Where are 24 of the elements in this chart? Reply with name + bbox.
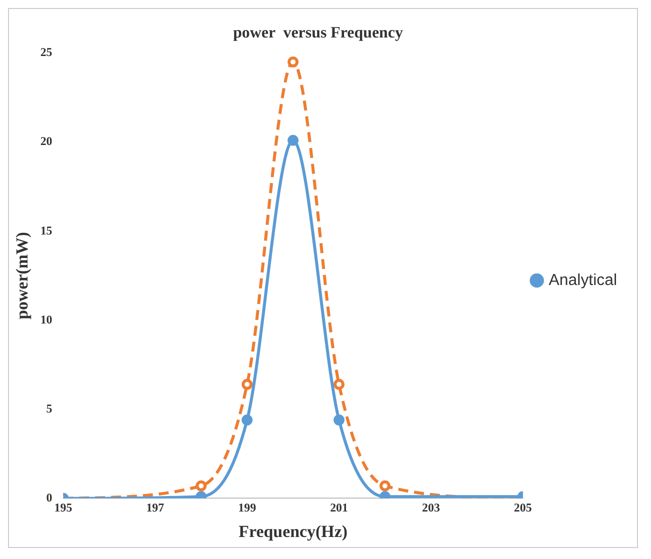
point xyxy=(196,480,207,492)
y-axis-title: power(mW) xyxy=(12,232,32,320)
y-tick-label: 15 xyxy=(40,223,52,238)
y-tick-label: 5 xyxy=(46,401,52,416)
x-tick-label: 197 xyxy=(146,500,164,515)
point xyxy=(242,378,253,390)
x-tick-label: 203 xyxy=(422,500,440,515)
legend-label: Analytical xyxy=(548,272,618,289)
y-tick-label: 25 xyxy=(40,45,52,60)
y-tick-label: 20 xyxy=(40,134,52,148)
x-tick-label: 195 xyxy=(54,500,72,515)
point xyxy=(242,414,253,426)
point xyxy=(380,480,390,492)
point xyxy=(288,134,299,146)
point xyxy=(334,378,345,390)
x-tick-label: 205 xyxy=(514,500,532,515)
chart-title: power versus Frequency xyxy=(233,24,403,42)
point xyxy=(288,56,299,68)
point xyxy=(334,414,345,426)
x-tick-label: 201 xyxy=(330,500,348,515)
x-axis-title: Frequency(Hz) xyxy=(238,522,348,542)
y-tick-label: 0 xyxy=(46,490,52,504)
x-tick-label: 199 xyxy=(238,500,256,515)
y-tick-label: 10 xyxy=(40,312,52,326)
